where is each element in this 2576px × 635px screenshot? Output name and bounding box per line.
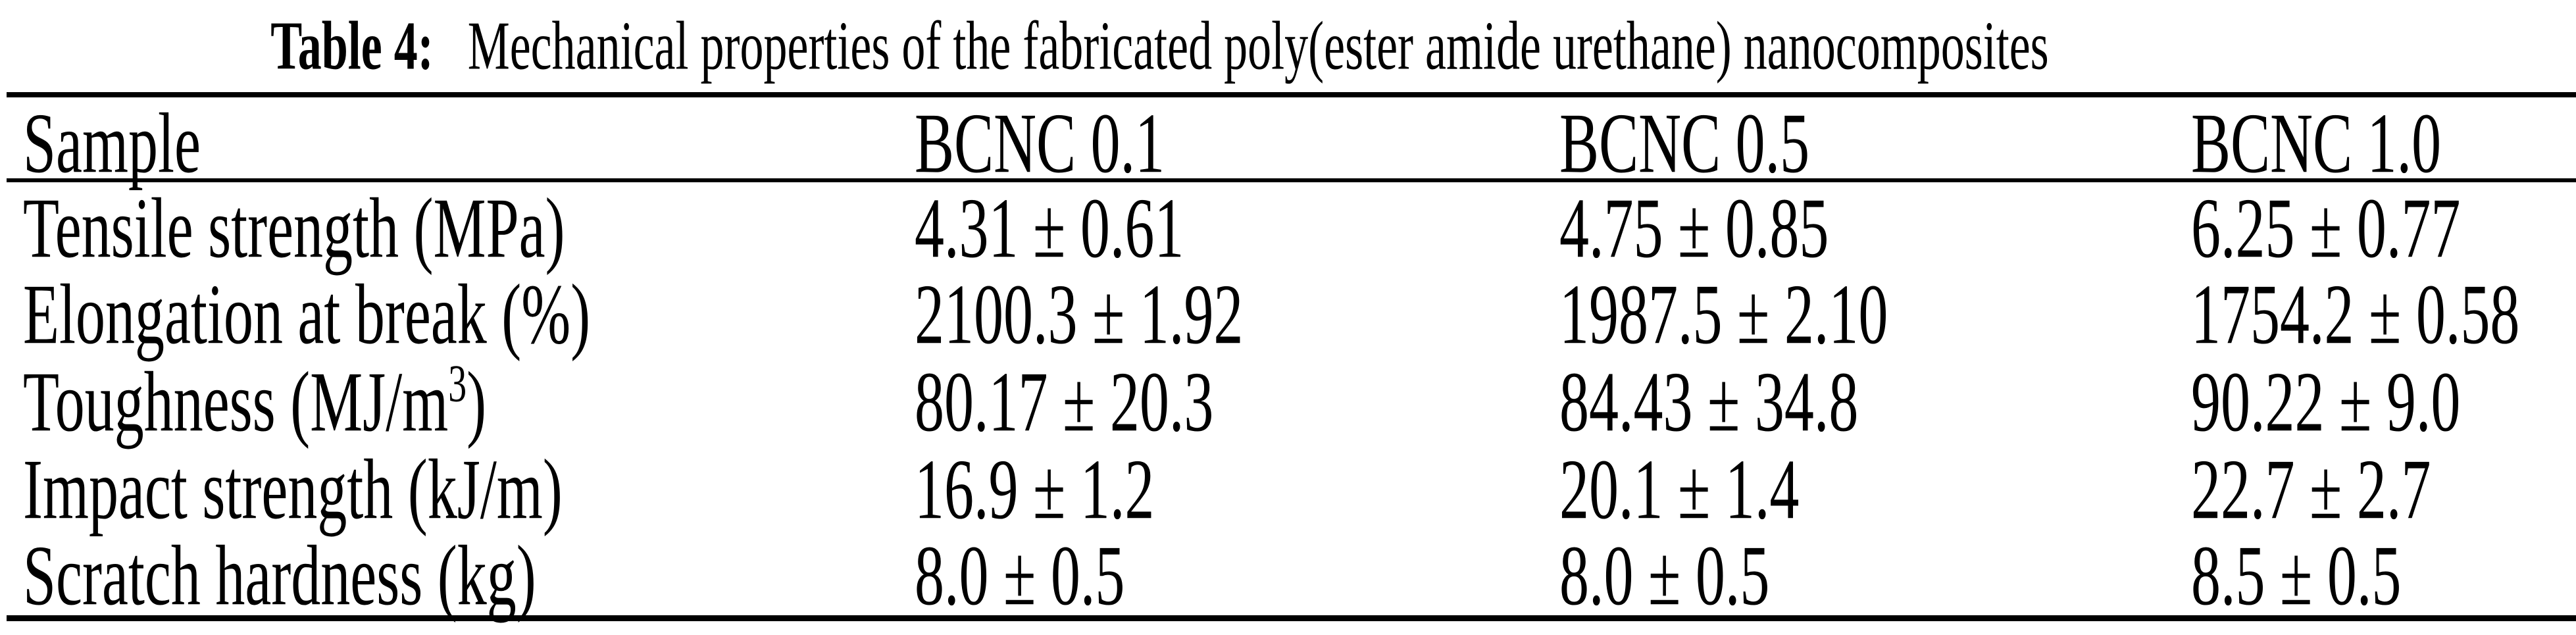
value-cell: 2100.3 ± 1.92	[915, 268, 1559, 363]
value-cell: 16.9 ± 1.2	[915, 443, 1559, 538]
value-cell: 6.25 ± 0.77	[2191, 180, 2576, 276]
value-text: 22.7 ± 2.7	[2191, 442, 2431, 538]
table-row-elongation: Elongation at break (%) 2100.3 ± 1.92 19…	[7, 268, 2576, 363]
value-text: 4.75 ± 0.85	[1559, 181, 1829, 276]
column-header-text: BCNC 0.5	[1559, 96, 1810, 191]
value-cell: 8.5 ± 0.5	[2191, 528, 2576, 623]
column-header-bcnc-1-0: BCNC 1.0	[2191, 95, 2576, 191]
value-text: 8.0 ± 0.5	[915, 528, 1125, 624]
value-cell: 8.0 ± 0.5	[915, 528, 1559, 623]
row-label: Toughness (MJ/m3)	[23, 353, 486, 451]
row-label-text: Elongation at break (%)	[23, 267, 591, 363]
value-cell: 4.31 ± 0.61	[915, 180, 1559, 276]
value-text: 16.9 ± 1.2	[915, 442, 1155, 538]
value-text: 90.22 ± 9.0	[2191, 355, 2461, 450]
column-header-bcnc-0-1: BCNC 0.1	[915, 95, 1559, 191]
value-text: 6.25 ± 0.77	[2191, 181, 2461, 276]
row-label: Impact strength (kJ/m)	[23, 441, 563, 539]
row-label-text: Scratch hardness (kg)	[23, 528, 536, 624]
row-label: Tensile strength (MPa)	[23, 179, 565, 277]
value-text: 84.43 ± 34.8	[1559, 355, 1859, 450]
row-label-text: Impact strength (kJ/m)	[23, 442, 563, 538]
column-header-text: Sample	[23, 96, 201, 191]
value-text: 80.17 ± 20.3	[915, 355, 1214, 450]
table-row-toughness: Toughness (MJ/m3) 80.17 ± 20.3 84.43 ± 3…	[7, 355, 2576, 450]
value-cell: 90.22 ± 9.0	[2191, 355, 2576, 450]
table-caption: Table 4: Mechanical properties of the fab…	[0, 0, 2576, 92]
value-cell: 84.43 ± 34.8	[1559, 355, 2191, 450]
row-label-text: Toughness (MJ/m	[23, 355, 449, 450]
row-label: Elongation at break (%)	[23, 266, 590, 364]
table-row-tensile-strength: Tensile strength (MPa) 4.31 ± 0.61 4.75 …	[7, 180, 2576, 276]
value-cell: 8.0 ± 0.5	[1559, 528, 2191, 623]
row-label-superscript: 3	[448, 354, 467, 414]
column-header-text: BCNC 1.0	[2191, 96, 2442, 191]
value-text: 8.5 ± 0.5	[2191, 528, 2402, 624]
value-text: 1987.5 ± 2.10	[1559, 267, 1888, 363]
value-text: 2100.3 ± 1.92	[915, 267, 1244, 363]
caption-label: Table 4:	[270, 7, 434, 84]
column-header-sample: Sample	[7, 95, 915, 191]
value-cell: 1754.2 ± 0.58	[2191, 268, 2576, 363]
value-cell: 20.1 ± 1.4	[1559, 443, 2191, 538]
table-row-scratch-hardness: Scratch hardness (kg) 8.0 ± 0.5 8.0 ± 0.…	[7, 528, 2576, 623]
row-label-cell: Scratch hardness (kg)	[7, 528, 915, 623]
row-label-text: Tensile strength (MPa)	[23, 181, 565, 276]
column-header-text: BCNC 0.1	[915, 96, 1165, 191]
row-label-cell: Elongation at break (%)	[7, 268, 915, 363]
value-text: 8.0 ± 0.5	[1559, 528, 1770, 624]
value-text: 1754.2 ± 0.58	[2191, 267, 2520, 363]
header-row: Sample BCNC 0.1 BCNC 0.5 BCNC 1.0	[7, 95, 2576, 191]
row-label: Scratch hardness (kg)	[23, 527, 536, 625]
row-label-cell: Toughness (MJ/m3)	[7, 355, 915, 450]
value-cell: 1987.5 ± 2.10	[1559, 268, 2191, 363]
value-text: 20.1 ± 1.4	[1559, 442, 1800, 538]
table-container: Sample BCNC 0.1 BCNC 0.5 BCNC 1.0 Tensil…	[7, 92, 2576, 623]
value-cell: 80.17 ± 20.3	[915, 355, 1559, 450]
value-text: 4.31 ± 0.61	[915, 181, 1184, 276]
table-caption-line: Table 4: Mechanical properties of the fab…	[270, 7, 2048, 86]
row-label-cell: Tensile strength (MPa)	[7, 180, 915, 276]
mechanical-properties-table: Sample BCNC 0.1 BCNC 0.5 BCNC 1.0 Tensil…	[7, 92, 2576, 623]
value-cell: 4.75 ± 0.85	[1559, 180, 2191, 276]
row-label-cell: Impact strength (kJ/m)	[7, 443, 915, 538]
caption-text: Mechanical properties of the fabricated …	[467, 7, 2049, 84]
table-row-impact-strength: Impact strength (kJ/m) 16.9 ± 1.2 20.1 ±…	[7, 443, 2576, 538]
value-cell: 22.7 ± 2.7	[2191, 443, 2576, 538]
column-header-bcnc-0-5: BCNC 0.5	[1559, 95, 2191, 191]
row-label-suffix: )	[467, 355, 487, 450]
